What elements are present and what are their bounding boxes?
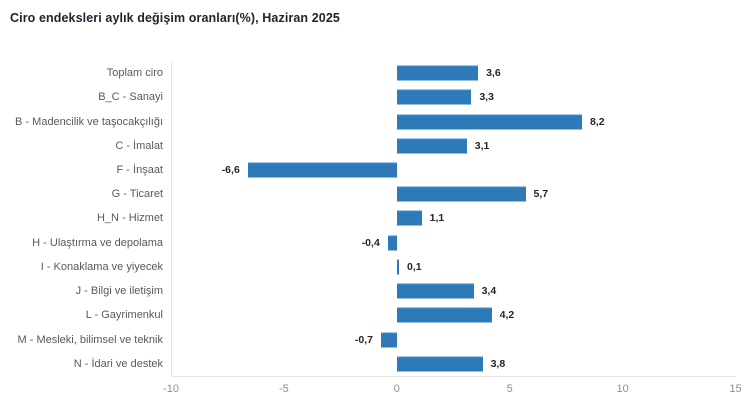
x-axis-tick-label: 0	[393, 383, 400, 395]
value-label: 0,1	[407, 260, 422, 273]
x-axis-tick-label: 5	[506, 383, 513, 395]
bar	[396, 307, 492, 323]
x-axis-tick-label: -10	[163, 383, 179, 395]
bar	[380, 332, 397, 348]
x-axis-tick-label: 10	[616, 383, 629, 395]
bar-row: Toplam ciro 3,6	[0, 61, 750, 85]
bar-row: H - Ulaştırma ve depolama -0,4	[0, 231, 750, 255]
bar	[396, 283, 474, 299]
value-label: 3,4	[481, 285, 497, 298]
bar	[396, 186, 526, 202]
x-axis-line	[171, 376, 736, 377]
bar	[396, 114, 582, 130]
value-label: -0,4	[361, 236, 380, 249]
category-label: B_C - Sanayi	[98, 91, 163, 104]
bar-row: C - İmalat 3,1	[0, 134, 750, 158]
bar-row: N - İdari ve destek 3,8	[0, 352, 750, 376]
value-label: 8,2	[589, 115, 605, 128]
bar-row: H_N - Hizmet 1,1	[0, 206, 750, 230]
bar-row: M - Mesleki, bilimsel ve teknik -0,7	[0, 328, 750, 352]
bar-row: F - İnşaat -6,6	[0, 158, 750, 182]
bar-row: B_C - Sanayi 3,3	[0, 85, 750, 109]
category-label: F - İnşaat	[116, 164, 163, 177]
value-label: 3,6	[486, 67, 501, 80]
bar-row: B - Madencilik ve taşocakçılığı 8,2	[0, 109, 750, 133]
bar	[247, 162, 397, 178]
value-label: 5,7	[533, 188, 549, 201]
bar	[396, 210, 422, 226]
bar-row: J - Bilgi ve iletişim 3,4	[0, 279, 750, 303]
value-label: 3,3	[479, 91, 494, 104]
bar	[396, 89, 472, 105]
category-label: H_N - Hizmet	[96, 212, 163, 225]
y-axis-line	[171, 61, 172, 376]
category-label: B - Madencilik ve taşocakçılığı	[15, 115, 163, 128]
x-axis-tick-label: 15	[729, 383, 742, 395]
category-label: N - İdari ve destek	[73, 357, 163, 370]
category-label: H - Ulaştırma ve depolama	[32, 236, 163, 249]
category-label: G - Ticaret	[111, 188, 163, 201]
value-label: -6,6	[221, 164, 240, 177]
x-axis-tick-label: -5	[279, 383, 289, 395]
bar-row: I - Konaklama ve yiyecek 0,1	[0, 255, 750, 279]
category-label: L - Gayrimenkul	[85, 309, 163, 322]
value-label: 3,1	[474, 139, 490, 152]
bar-row: G - Ticaret 5,7	[0, 182, 750, 206]
bar	[396, 65, 479, 81]
value-label: 4,2	[499, 309, 515, 322]
chart-title: Ciro endeksleri aylık değişim oranları(%…	[10, 11, 340, 25]
bar-row: L - Gayrimenkul 4,2	[0, 303, 750, 327]
value-label: -0,7	[354, 333, 373, 346]
bar	[396, 138, 467, 154]
bar	[396, 259, 400, 275]
category-label: M - Mesleki, bilimsel ve teknik	[17, 333, 163, 346]
value-label: 3,8	[490, 357, 506, 370]
bar	[387, 235, 397, 251]
category-label: I - Konaklama ve yiyecek	[40, 260, 163, 273]
category-label: C - İmalat	[115, 139, 163, 152]
value-label: 1,1	[429, 212, 445, 225]
bar	[396, 356, 483, 372]
category-label: Toplam ciro	[106, 67, 163, 80]
category-label: J - Bilgi ve iletişim	[75, 285, 163, 298]
